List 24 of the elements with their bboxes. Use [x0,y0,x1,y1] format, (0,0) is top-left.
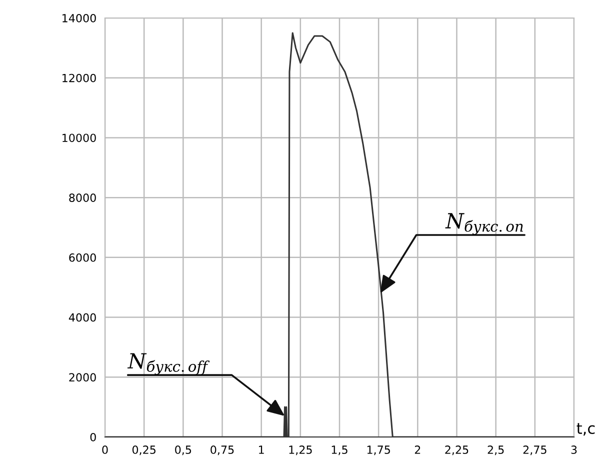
x-tick-label: 1,75 [367,446,390,456]
x-tick-label: 0,75 [210,446,234,456]
x-tick-label: 2 [414,446,420,454]
y-tick-label: 8000 [69,194,96,202]
y-tick-label: 14000 [62,14,96,22]
x-tick-label: 2,5 [488,446,504,456]
y-tick-label: 0 [90,432,96,442]
x-axis-title: t,c [576,423,595,436]
x-tick-label: 1,25 [289,446,312,456]
x-tick-label: 0,5 [175,446,192,456]
x-tick-label: 2,75 [523,446,546,456]
y-tick-label: 10000 [62,134,96,142]
y-tick-label: 6000 [69,253,96,262]
x-tick-label: 1 [259,446,264,454]
y-tick-label: 4000 [68,313,96,322]
x-tick-label: 2,25 [445,446,468,456]
annotation: N$_{букс.on}$ [445,213,523,235]
annotation: N$_{букс.off}$ [127,353,210,375]
x-tick-label: 3 [571,446,577,454]
x-tick-label: 0,25 [132,446,156,456]
x-tick-label: 1,5 [332,446,348,456]
y-tick-label: 2000 [69,373,96,382]
y-tick-label: 12000 [62,74,96,82]
x-tick-label: 0 [102,446,108,454]
